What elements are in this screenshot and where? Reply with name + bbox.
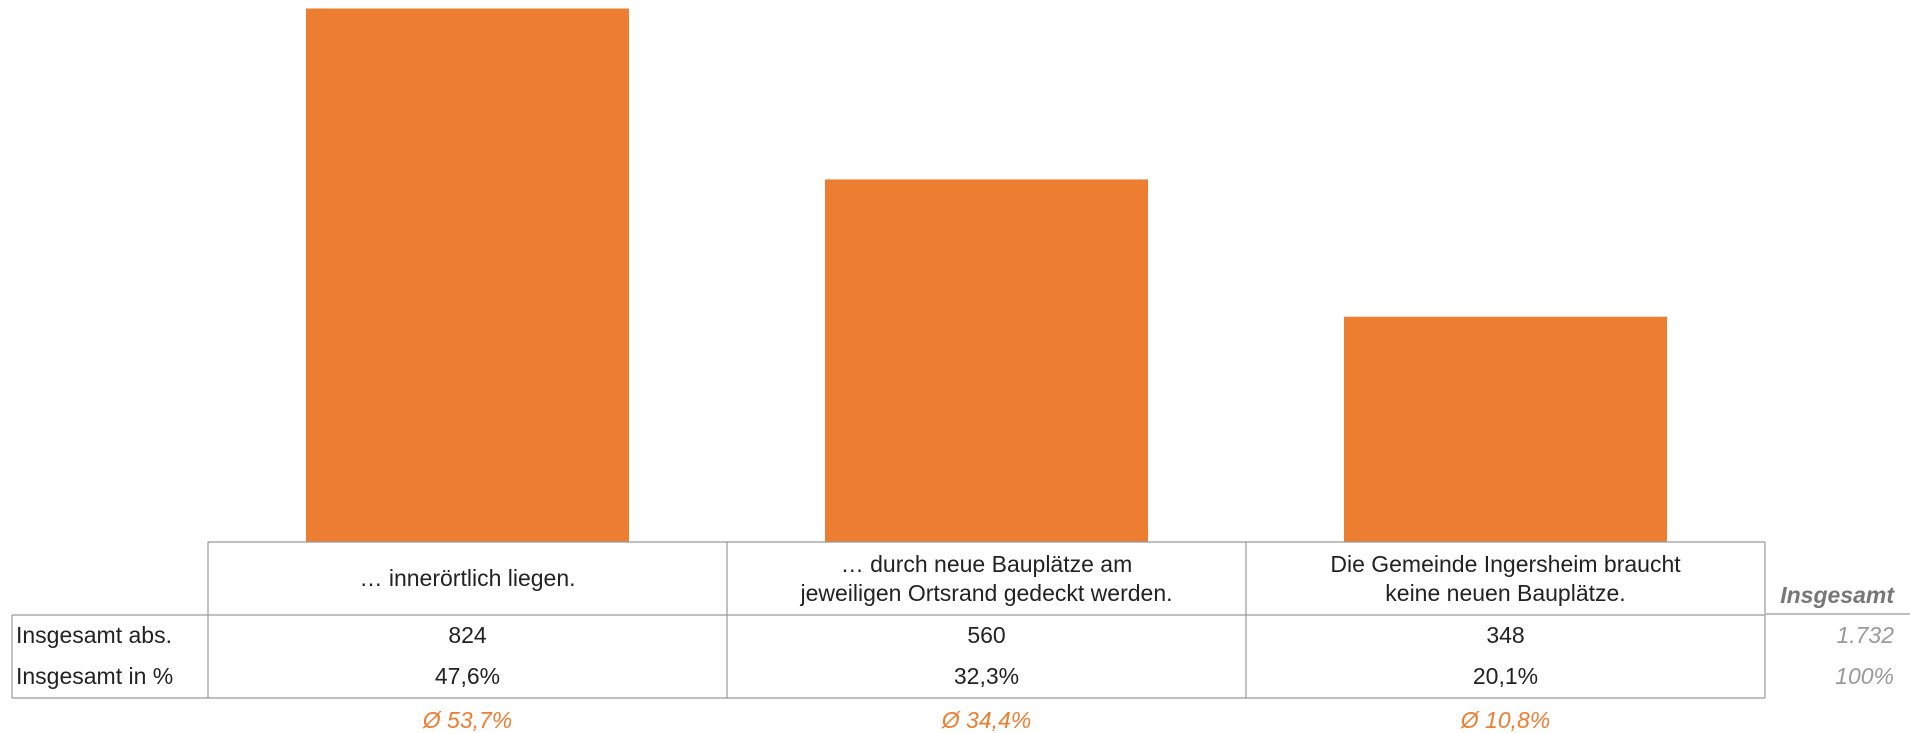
table-value: 824	[448, 622, 487, 648]
table-value: 32,3%	[953, 663, 1020, 689]
category-label: … durch neue Bauplätze am jeweiligen Ort…	[800, 550, 1173, 606]
total-value: 100%	[1835, 663, 1894, 689]
category-label: Die Gemeinde Ingersheim braucht keine ne…	[1330, 550, 1681, 606]
average-label: Ø 34,4%	[941, 706, 1032, 733]
bar	[1344, 316, 1667, 542]
row-label: Insgesamt abs.	[16, 622, 172, 648]
table-value: 47,6%	[434, 663, 501, 689]
row-label: Insgesamt in %	[16, 663, 174, 689]
table-value: 560	[967, 622, 1006, 648]
average-label: Ø 10,8%	[1460, 706, 1551, 733]
table-value: 348	[1486, 622, 1525, 648]
total-header: Insgesamt	[1780, 581, 1894, 608]
bar	[306, 8, 629, 542]
average-label: Ø 53,7%	[422, 706, 513, 733]
category-label: … innerörtlich liegen.	[359, 565, 576, 591]
bar	[825, 179, 1148, 542]
table-value: 20,1%	[1472, 663, 1539, 689]
total-value: 1.732	[1836, 622, 1894, 648]
